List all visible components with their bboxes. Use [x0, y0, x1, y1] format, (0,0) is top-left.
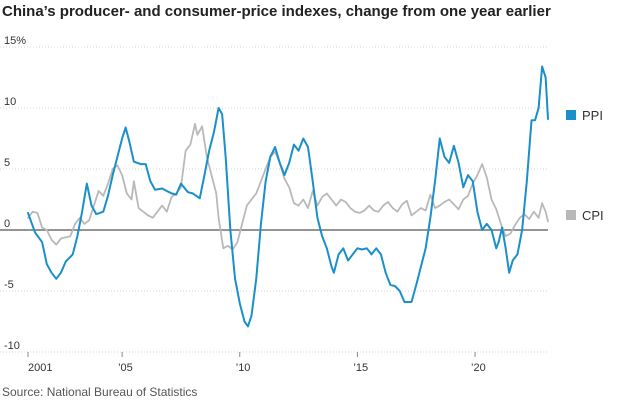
gridlines	[0, 46, 548, 353]
chart-title: China’s producer- and consumer-price ind…	[2, 3, 551, 20]
legend: PPI CPI	[566, 108, 604, 223]
y-axis-tick-labels: 15% 10 5 0 -5 -10	[4, 35, 26, 352]
x-axis-tick-labels: 2001 ’05 ’10 ’15 ’20	[27, 352, 486, 374]
x-tick-label: 2001	[28, 362, 52, 374]
y-tick-label: 5	[4, 157, 10, 169]
series-lines	[27, 65, 549, 328]
legend-label-ppi: PPI	[582, 108, 603, 123]
series-line-cpi	[27, 122, 549, 251]
y-tick-label: 15%	[4, 35, 26, 47]
x-tick-label: ’20	[471, 362, 486, 374]
y-tick-label: 0	[4, 218, 10, 230]
series-line-ppi	[27, 65, 549, 328]
y-tick-label: -5	[4, 279, 14, 291]
source-note: Source: National Bureau of Statistics	[2, 385, 197, 399]
x-tick-label: ’05	[118, 362, 133, 374]
legend-swatch-cpi	[566, 210, 576, 220]
x-tick-label: ’10	[236, 362, 251, 374]
legend-swatch-ppi	[566, 110, 576, 120]
y-tick-label: -10	[4, 340, 20, 352]
legend-label-cpi: CPI	[582, 208, 604, 223]
x-tick-label: ’15	[353, 362, 368, 374]
y-tick-label: 10	[4, 96, 16, 108]
